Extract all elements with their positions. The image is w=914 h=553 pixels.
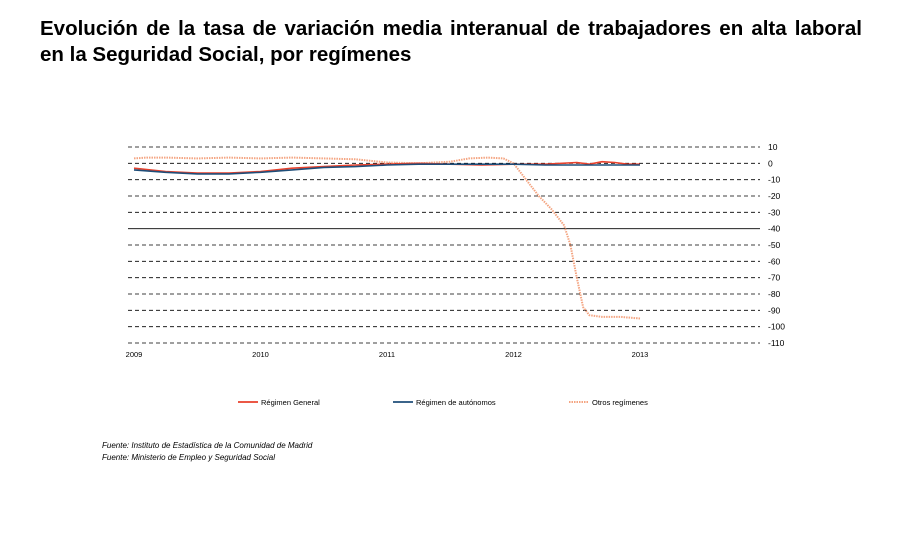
- source-note-1: Fuente: Instituto de Estadística de la C…: [102, 441, 313, 450]
- x-tick-label: 2009: [126, 350, 143, 359]
- y-tick-label: -30: [768, 207, 781, 217]
- page-title: Evolución de la tasa de variación media …: [40, 17, 862, 66]
- x-tick-label: 2010: [252, 350, 269, 359]
- y-tick-label: 10: [768, 142, 778, 152]
- series-line-3: [133, 156, 641, 320]
- legend-label-3: Otros regímenes: [592, 398, 648, 407]
- x-tick-label: 2011: [379, 350, 395, 359]
- y-tick-label: -60: [768, 256, 781, 266]
- y-tick-label: -80: [768, 289, 781, 299]
- y-tick-label: -10: [768, 175, 781, 185]
- y-tick-label: -70: [768, 273, 781, 283]
- y-tick-label: 0: [768, 158, 773, 168]
- x-tick-label: 2013: [632, 350, 649, 359]
- y-tick-label: -50: [768, 240, 781, 250]
- y-tick-label: -110: [768, 338, 785, 348]
- x-tick-label: 2012: [505, 350, 522, 359]
- legend-label-2: Régimen de autónomos: [416, 398, 496, 407]
- y-tick-label: -20: [768, 191, 781, 201]
- y-tick-label: -90: [768, 305, 781, 315]
- y-tick-label: -40: [768, 224, 781, 234]
- y-tick-label: -100: [768, 322, 785, 332]
- series-line-1: [133, 160, 640, 174]
- series-line-2: [133, 163, 640, 175]
- legend-label-1: Régimen General: [261, 398, 320, 407]
- source-note-2: Fuente: Ministerio de Empleo y Seguridad…: [102, 453, 275, 462]
